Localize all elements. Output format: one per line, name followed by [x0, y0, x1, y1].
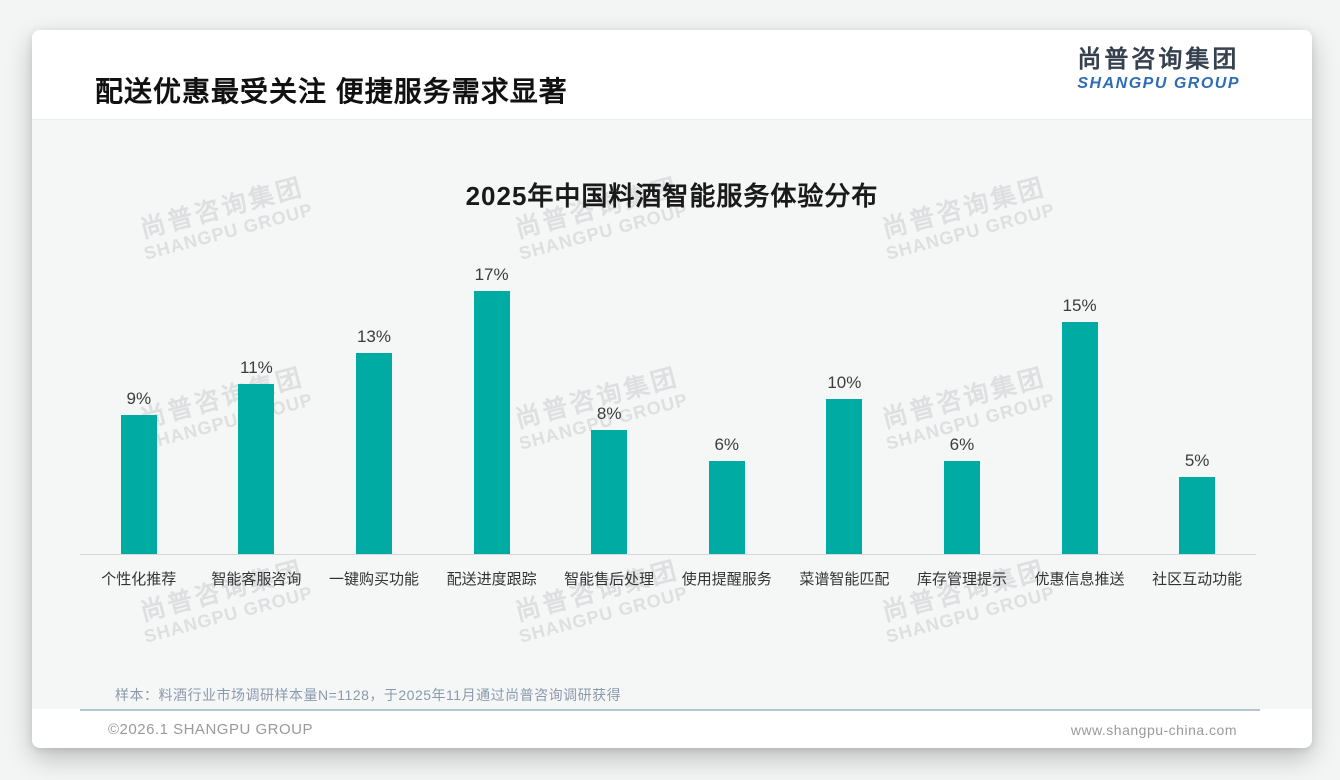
bar: [708, 461, 745, 554]
bar-column: 6%: [668, 255, 786, 554]
category-row: 个性化推荐 智能客服咨询 一键购买功能 配送进度跟踪 智能售后处理 使用提醒服务 菜谱智能匹…: [80, 568, 1256, 589]
category-label: 使用提醒服务: [681, 571, 772, 588]
category-label: 智能售后处理: [564, 571, 655, 588]
chart-title: 2025年中国料酒智能服务体验分布: [465, 181, 879, 211]
bar: [120, 414, 157, 554]
chart-section: 2025年中国料酒智能服务体验分布 9% 11% 13% 17% 8% 6% 10% 6% 15…: [32, 120, 1312, 709]
bar-column: 9%: [80, 255, 198, 554]
slide-card: 配送优惠最受关注 便捷服务需求显著 尚普咨询集团 SHANGPU GROUP 2…: [32, 30, 1312, 748]
bar-plot: 9% 11% 13% 17% 8% 6% 10% 6% 15% 5%: [80, 255, 1256, 555]
bar: [473, 290, 510, 554]
bar-value-label: 17%: [474, 264, 509, 284]
bar: [355, 352, 392, 554]
card-footer: ©2026.1 SHANGPU GROUP www.shangpu-china.…: [32, 709, 1312, 747]
bar-value-label: 8%: [596, 404, 622, 423]
sample-note: 样本：料酒行业市场调研样本量N=1128，于2025年11月通过尚普咨询调研获得: [115, 687, 622, 703]
bar-column: 10%: [786, 255, 904, 554]
bar: [238, 383, 275, 554]
card-header: 配送优惠最受关注 便捷服务需求显著 尚普咨询集团 SHANGPU GROUP: [32, 30, 1312, 120]
page-title: 配送优惠最受关注 便捷服务需求显著: [95, 76, 568, 107]
company-logo: 尚普咨询集团 SHANGPU GROUP: [1077, 46, 1240, 93]
bar-column: 13%: [315, 255, 433, 554]
copyright-text: ©2026.1 SHANGPU GROUP: [108, 721, 313, 738]
bar-column: 5%: [1138, 255, 1256, 554]
category-label: 社区互动功能: [1152, 571, 1243, 588]
category-label: 一键购买功能: [328, 571, 419, 588]
watermark-text-cn: 尚普咨询集团: [137, 556, 308, 627]
category-label: 库存管理提示: [916, 571, 1007, 588]
bar: [1061, 321, 1098, 554]
bar-column: 11%: [198, 255, 316, 554]
bar: [943, 461, 980, 554]
watermark-text-cn: 尚普咨询集团: [512, 556, 683, 627]
bar: [826, 399, 863, 554]
category-label: 优惠信息推送: [1034, 571, 1125, 588]
category-label: 个性化推荐: [101, 571, 177, 588]
bar: [1179, 476, 1216, 554]
bar-value-label: 6%: [714, 435, 740, 454]
category-label: 菜谱智能匹配: [799, 571, 890, 588]
bar-value-label: 6%: [949, 435, 975, 454]
bar-value-label: 5%: [1184, 450, 1210, 470]
watermark-text-en: SHANGPU GROUP: [141, 581, 315, 647]
watermark-text-cn: 尚普咨询集团: [879, 556, 1050, 627]
logo-text-en: SHANGPU GROUP: [1077, 74, 1240, 92]
bar-value-label: 9%: [126, 388, 152, 408]
watermark-text-en: SHANGPU GROUP: [883, 581, 1057, 647]
bar-value-label: 13%: [356, 326, 391, 346]
bar: [591, 430, 628, 554]
bar-column: 15%: [1021, 255, 1139, 554]
bar-value-label: 15%: [1062, 295, 1097, 315]
logo-text-cn: 尚普咨询集团: [1077, 46, 1240, 73]
watermark-text-en: SHANGPU GROUP: [516, 581, 690, 647]
website-url: www.shangpu-china.com: [1070, 722, 1237, 738]
bar-column: 8%: [550, 255, 668, 554]
bar-column: 17%: [433, 255, 551, 554]
bar-value-label: 10%: [827, 373, 862, 392]
category-label: 智能客服咨询: [211, 571, 302, 588]
category-label: 配送进度跟踪: [446, 571, 537, 588]
bar-column: 6%: [903, 255, 1021, 554]
footer-divider: [80, 709, 1260, 711]
bar-value-label: 11%: [240, 357, 273, 377]
